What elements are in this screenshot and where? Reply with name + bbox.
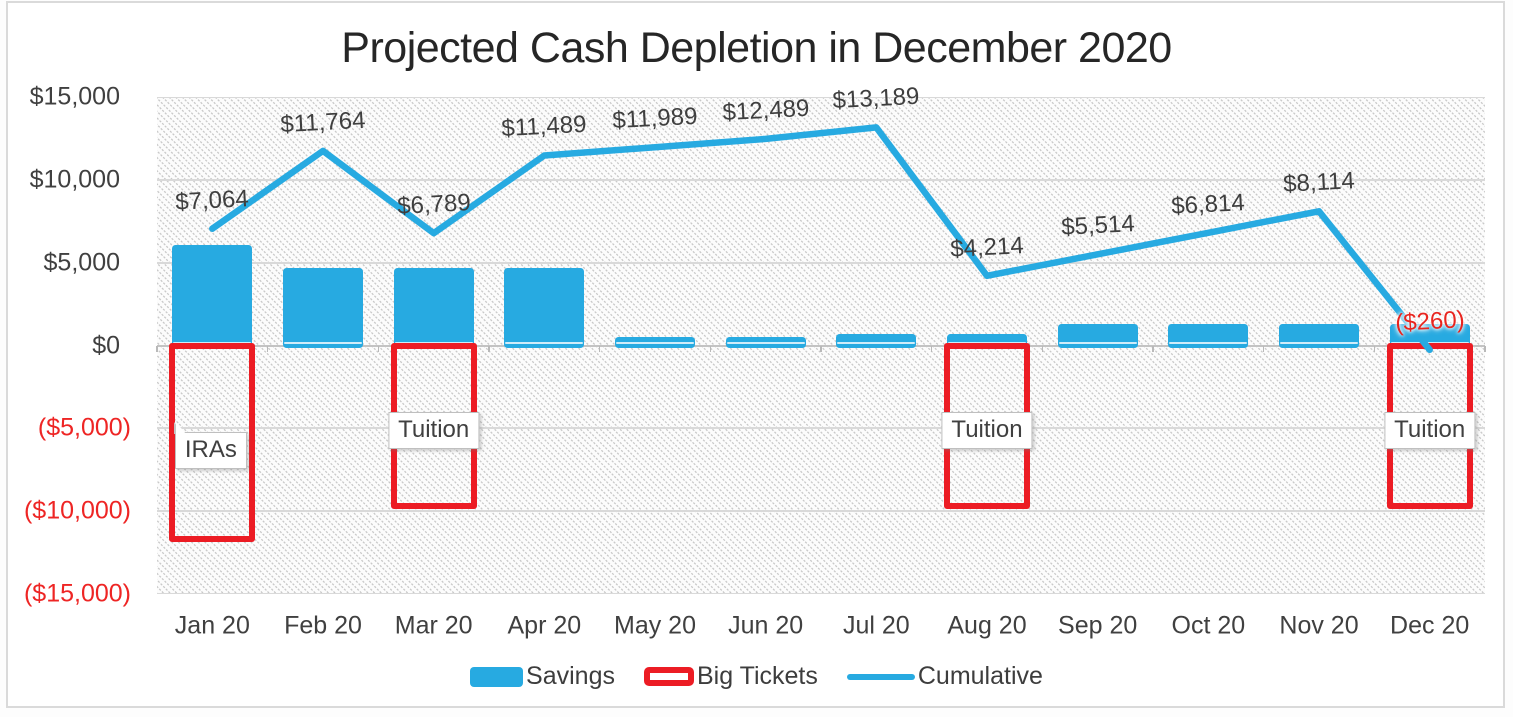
x-axis-label: Jun 20	[728, 611, 804, 640]
x-axis-tick	[156, 345, 158, 352]
big-ticket-label[interactable]: Tuition	[388, 412, 480, 449]
gridline	[157, 96, 1485, 99]
x-axis-tick	[1152, 345, 1154, 352]
gridline	[157, 262, 1485, 264]
x-axis-tick	[820, 345, 822, 352]
legend-swatch-filled-bar	[470, 666, 524, 687]
savings-bar[interactable]	[393, 267, 474, 348]
cumulative-data-label[interactable]: ($260)	[1394, 306, 1465, 337]
gridline	[157, 592, 1485, 595]
cumulative-data-label[interactable]: $8,114	[1282, 167, 1356, 199]
x-axis-label: Apr 20	[507, 611, 582, 640]
x-axis-tick	[1373, 345, 1376, 352]
gridline	[157, 510, 1485, 512]
big-ticket-bar[interactable]	[169, 342, 256, 543]
gridline	[157, 427, 1485, 429]
cumulative-data-label[interactable]: $4,214	[949, 231, 1025, 263]
y-axis-label: $10,000	[29, 165, 120, 194]
cumulative-data-label[interactable]: $13,189	[832, 83, 921, 115]
x-axis-label: May 20	[614, 611, 696, 640]
big-ticket-label[interactable]: IRAs	[174, 422, 247, 469]
x-axis-label: Jan 20	[174, 611, 250, 640]
savings-bar[interactable]	[283, 267, 363, 348]
x-axis-tick	[1262, 345, 1265, 352]
savings-bar[interactable]	[725, 337, 806, 348]
y-axis-label: $5,000	[43, 248, 120, 277]
cumulative-data-label[interactable]: $11,489	[501, 111, 588, 143]
x-axis-tick	[930, 345, 933, 352]
legend-label: Cumulative	[917, 662, 1043, 690]
big-ticket-label[interactable]: Tuition	[1384, 412, 1476, 449]
savings-bar[interactable]	[1168, 323, 1249, 348]
big-ticket-label[interactable]: Tuition	[941, 412, 1033, 449]
cumulative-data-label[interactable]: $11,764	[279, 106, 367, 139]
savings-bar[interactable]	[1279, 323, 1359, 348]
y-axis-label: ($5,000)	[37, 413, 131, 442]
x-axis-tick	[377, 345, 380, 352]
cumulative-data-label[interactable]: $6,789	[396, 189, 471, 221]
savings-bar[interactable]	[1057, 323, 1138, 348]
legend-item-big-tickets[interactable]: Big Tickets	[644, 662, 818, 691]
x-axis-label: Feb 20	[284, 611, 362, 640]
x-axis-label: Aug 20	[947, 611, 1027, 640]
x-axis-tick	[1041, 345, 1044, 352]
callout-tail	[175, 422, 186, 434]
y-axis-label: $15,000	[29, 82, 120, 111]
chart-title[interactable]: Projected Cash Depletion in December 202…	[341, 24, 1172, 72]
x-axis-tick	[598, 345, 601, 352]
x-axis-tick	[709, 345, 712, 352]
cumulative-data-label[interactable]: $6,814	[1170, 188, 1246, 220]
gridline	[157, 179, 1485, 181]
chart-legend: Savings Big Tickets Cumulative	[0, 662, 1513, 691]
x-axis-label: Nov 20	[1279, 611, 1359, 640]
cumulative-data-label[interactable]: $11,989	[611, 102, 699, 135]
cumulative-data-label[interactable]: $7,064	[174, 184, 250, 216]
x-axis-tick	[1484, 345, 1486, 352]
legend-label: Big Tickets	[697, 662, 818, 690]
y-axis-label: ($15,000)	[23, 579, 131, 608]
x-axis-label: Dec 20	[1390, 611, 1470, 640]
x-axis-label: Mar 20	[394, 611, 473, 640]
savings-bar[interactable]	[615, 337, 695, 348]
x-axis-label: Sep 20	[1058, 611, 1138, 640]
x-axis-tick	[488, 345, 490, 352]
cumulative-data-label[interactable]: $5,514	[1060, 210, 1135, 242]
cumulative-data-label[interactable]: $12,489	[721, 94, 810, 127]
savings-bar[interactable]	[504, 267, 585, 348]
x-axis-label: Oct 20	[1171, 611, 1246, 640]
legend-item-savings[interactable]: Savings	[470, 662, 615, 691]
legend-label: Savings	[526, 662, 615, 690]
x-axis-tick	[266, 345, 269, 352]
legend-swatch-outlined-bar	[644, 667, 694, 686]
x-axis-label: Jul 20	[842, 611, 910, 640]
y-axis-label: ($10,000)	[23, 496, 131, 525]
savings-bar[interactable]	[836, 333, 917, 348]
legend-item-cumulative[interactable]: Cumulative	[846, 662, 1043, 691]
y-axis-label: $0	[92, 331, 120, 359]
legend-swatch-line	[846, 673, 915, 680]
